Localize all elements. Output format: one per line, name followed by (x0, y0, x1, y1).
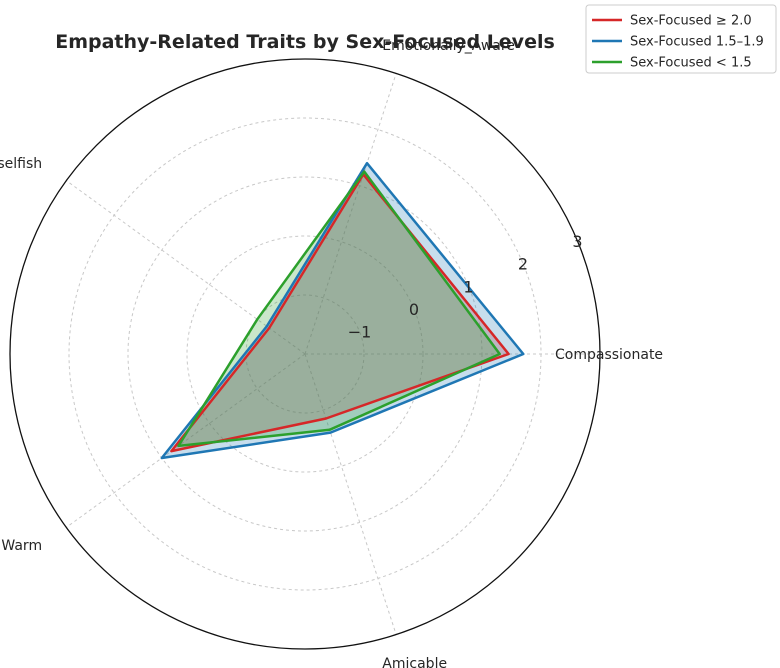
axis-label: Amicable (382, 656, 447, 668)
axis-label: Compassionate (555, 347, 663, 363)
legend-entry: Sex-Focused 1.5–1.9 (630, 35, 764, 50)
r-tick-label: 2 (518, 255, 528, 274)
series-line (160, 161, 525, 460)
legend: Sex-Focused ≥ 2.0 Sex-Focused 1.5–1.9 Sex-… (585, 4, 777, 74)
grid-circle (245, 294, 365, 414)
grid (9, 58, 601, 650)
legend-entry: Sex-Focused < 1.5 (630, 56, 752, 71)
radial-tick-labels: −1 0 1 2 3 (348, 232, 583, 341)
series-line (177, 170, 501, 448)
axis-spoke (304, 353, 397, 635)
series-area (171, 174, 509, 452)
axis-label: Emotionally_Aware (382, 38, 515, 54)
legend-frame (585, 4, 777, 74)
chart-title: Empathy-Related Traits by Sex-Focused Le… (55, 31, 555, 53)
r-tick-label: −1 (348, 322, 372, 341)
r-tick-label: 1 (463, 277, 473, 296)
series-area (178, 171, 500, 446)
series-layer (160, 161, 525, 460)
axis-label: Warm (1, 538, 42, 554)
r-tick-label: 3 (572, 232, 582, 251)
axis-spoke (66, 353, 306, 528)
axis-spoke (66, 180, 306, 355)
axis-spoke (304, 73, 397, 355)
legend-entry: Sex-Focused ≥ 2.0 (630, 14, 752, 29)
axis-labels: Compassionate Emotionally_Aware Unselfish W… (0, 38, 663, 668)
outer-frame (9, 58, 601, 650)
grid-circle (186, 235, 424, 473)
r-tick-label: 0 (409, 300, 419, 319)
axis-label: Unselfish (0, 156, 42, 172)
